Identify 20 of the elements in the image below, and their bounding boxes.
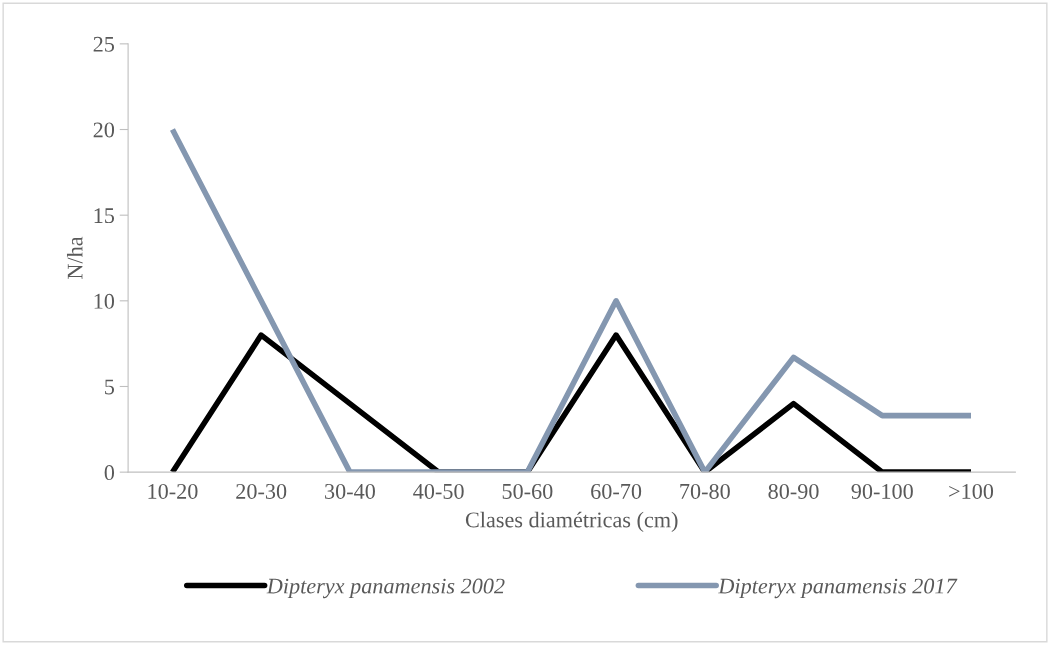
legend-label: Dipteryx panamensis 2002 — [266, 578, 505, 599]
y-tick-label: 5 — [105, 379, 115, 395]
y-tick-label: 10 — [94, 293, 115, 309]
x-tick-label: 40-50 — [413, 483, 464, 499]
x-tick-label: 20-30 — [236, 483, 287, 499]
y-tick-label: 20 — [93, 122, 115, 138]
x-tick-label: 70-80 — [680, 483, 730, 499]
x-tick-label: 90-100 — [851, 483, 913, 499]
y-axis-title: N/ha — [66, 236, 83, 279]
x-tick-label: 80-90 — [768, 483, 819, 499]
y-tick-label: 0 — [104, 465, 115, 481]
y-tick-label: 25 — [93, 36, 115, 52]
x-tick-label: 50-60 — [502, 483, 553, 499]
x-axis-title: Clases diamétricas (cm) — [465, 511, 678, 532]
x-tick-label: 10-20 — [148, 483, 198, 499]
legend-label: Dipteryx panamensis 2017 — [718, 578, 958, 599]
x-tick-label: >100 — [949, 483, 994, 499]
y-tick-label: 15 — [94, 208, 115, 224]
x-tick-label: 60-70 — [591, 483, 642, 499]
x-tick-label: 30-40 — [325, 483, 375, 499]
